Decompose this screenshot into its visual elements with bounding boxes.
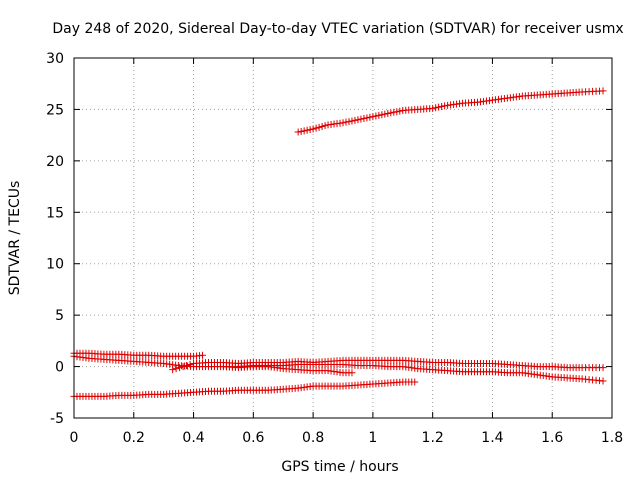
data-point: [599, 377, 607, 385]
data-point: [176, 364, 184, 372]
data-point: [390, 108, 398, 116]
data-point: [306, 126, 314, 134]
data-point: [297, 127, 305, 135]
data-point: [384, 110, 392, 118]
data-point: [348, 369, 356, 377]
data-point: [375, 111, 383, 119]
series-satellite-f: [219, 361, 607, 385]
plot-border: [73, 57, 613, 419]
data-point: [599, 87, 607, 95]
x-tick-label: 1: [368, 430, 377, 446]
data-point: [300, 127, 308, 135]
data-point: [321, 122, 329, 130]
data-point: [345, 118, 353, 126]
x-tick-label: 0: [70, 430, 79, 446]
chart-title: Day 248 of 2020, Sidereal Day-to-day VTE…: [52, 21, 623, 37]
x-tick-label: 0.2: [123, 430, 145, 446]
data-point: [179, 363, 187, 371]
series-satellite-b: [70, 378, 419, 400]
y-tick-label: 0: [55, 360, 64, 376]
x-axis-label: GPS time / hours: [281, 459, 398, 475]
data-point: [294, 128, 302, 136]
data-point: [309, 125, 317, 133]
y-tick-label: 10: [46, 257, 64, 273]
data-point: [357, 115, 365, 123]
y-tick-label: 5: [55, 308, 64, 324]
data-point: [396, 107, 404, 115]
data-point: [303, 126, 311, 134]
data-point: [360, 114, 368, 122]
data-point: [351, 116, 359, 124]
data-point: [363, 114, 371, 122]
data-point: [318, 123, 326, 131]
data-point: [432, 104, 440, 112]
y-tick-label: 25: [46, 102, 64, 118]
data-point: [339, 119, 347, 127]
x-tick-label: 0.6: [242, 430, 264, 446]
data-point: [438, 103, 446, 111]
data-point: [381, 110, 389, 118]
data-point: [199, 351, 207, 359]
data-point: [435, 103, 443, 111]
y-axis-label: SDTVAR / TECUs: [7, 181, 23, 296]
data-point: [172, 365, 180, 373]
data-point: [441, 102, 449, 110]
data-point: [366, 113, 374, 121]
axis-ticks: 0 0.2 0.4 0.6 0.8 1 1.2 1.4 1.6 1.8 -5 0 5 10 15 20 25 30: [46, 51, 623, 446]
x-tick-label: 0.8: [302, 430, 324, 446]
series-satellite-e: [169, 356, 607, 374]
data-point: [186, 361, 194, 369]
data-point: [342, 118, 350, 126]
data-point: [315, 123, 323, 131]
data-point: [354, 116, 362, 124]
y-tick-label: 30: [46, 51, 64, 67]
data-point: [312, 124, 320, 132]
x-tick-label: 1.2: [422, 430, 444, 446]
data-point: [393, 108, 401, 116]
data-point: [411, 378, 419, 386]
data-point: [369, 113, 377, 121]
data-point: [169, 366, 177, 374]
x-tick-label: 0.4: [182, 430, 204, 446]
x-tick-label: 1.8: [601, 430, 623, 446]
data-points: [70, 87, 607, 400]
x-tick-label: 1.6: [541, 430, 563, 446]
data-point: [378, 111, 386, 119]
data-point: [429, 104, 437, 112]
x-tick-label: 1.4: [481, 430, 503, 446]
series-satellite-a: [294, 87, 607, 136]
data-point: [372, 112, 380, 120]
y-tick-label: -5: [50, 411, 64, 427]
data-point: [348, 117, 356, 125]
data-point: [387, 109, 395, 117]
data-point: [599, 364, 607, 372]
data-point: [183, 362, 191, 370]
y-tick-label: 15: [46, 205, 64, 221]
y-tick-label: 20: [46, 154, 64, 170]
